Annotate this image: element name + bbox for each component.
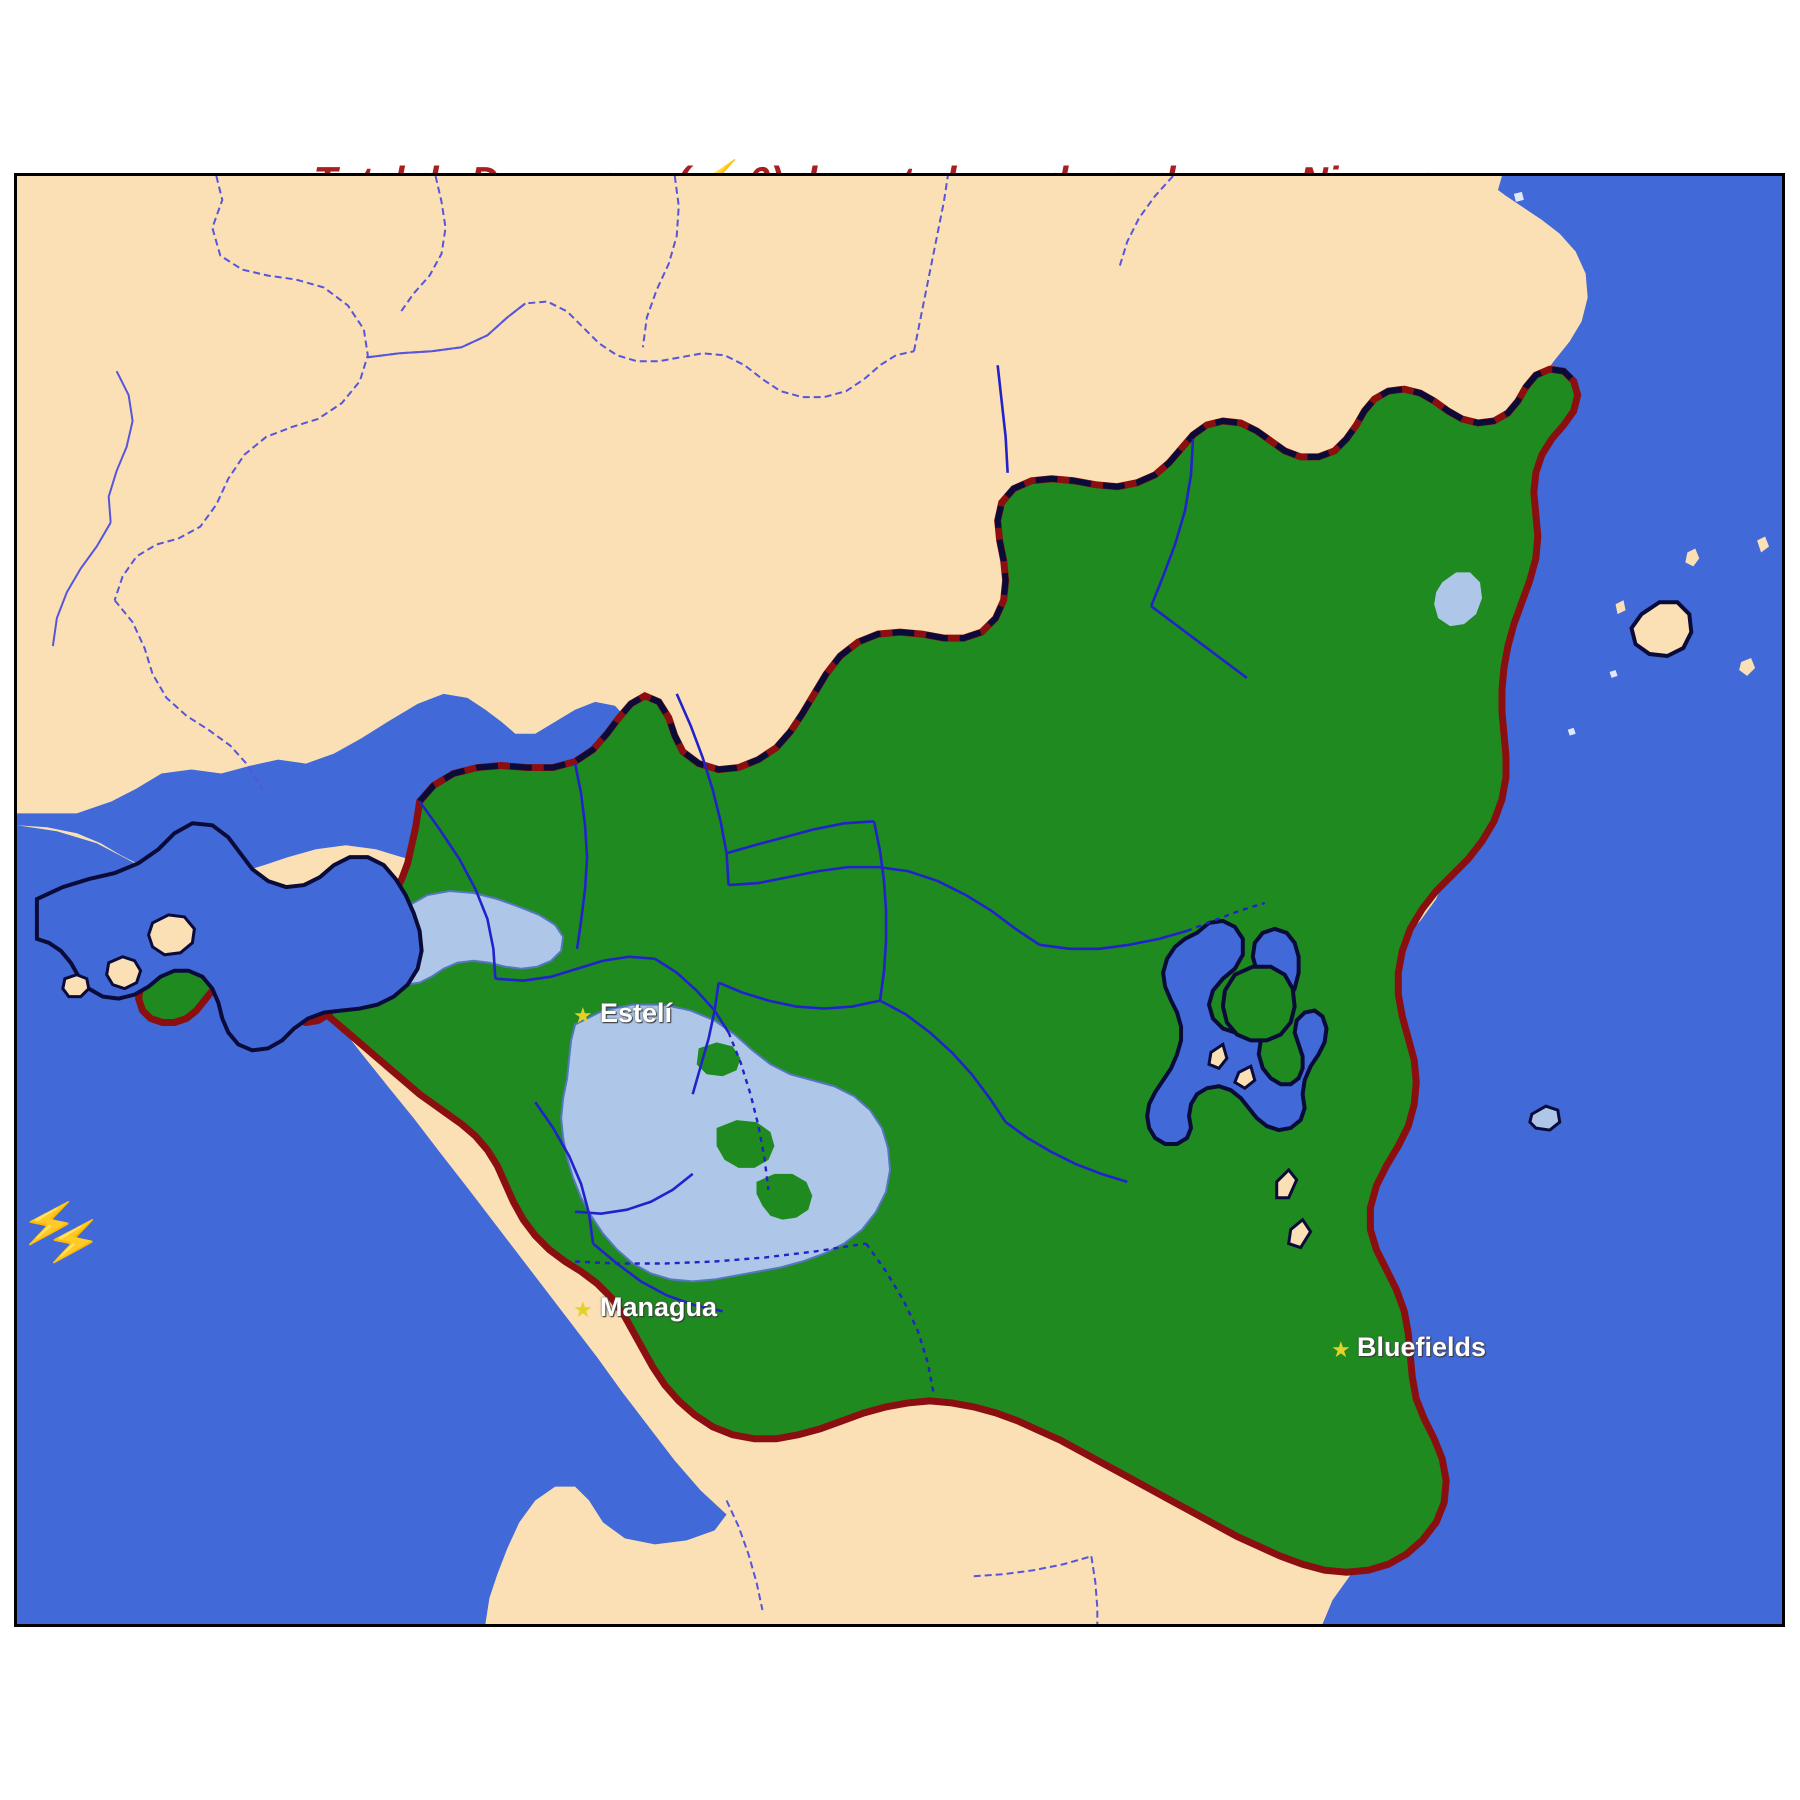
fonseca-island-meanguera <box>105 955 143 991</box>
cay-east <box>1739 658 1756 676</box>
cay-small-4 <box>1513 191 1524 202</box>
department-boundaries <box>418 365 1248 1313</box>
city-marker-esteli: ★ <box>573 1003 593 1028</box>
dotted-boundaries <box>575 901 1266 1396</box>
ometepe-island <box>756 1173 813 1220</box>
fonseca-water <box>34 821 424 1053</box>
nicaragua-border-dashed <box>417 366 1576 804</box>
map-graphic <box>17 176 1782 1624</box>
cay-north <box>1685 548 1700 567</box>
strike-marker-2: ⚡ <box>40 1209 108 1273</box>
fonseca-island-tigre <box>146 913 196 957</box>
honduras-coast <box>1262 176 1502 228</box>
city-marker-bluefields: ★ <box>1331 1337 1351 1362</box>
caribbean-sea <box>1322 176 1782 1624</box>
cay-far <box>1757 536 1770 553</box>
great-corn-island <box>1629 600 1694 659</box>
fonseca-island-small <box>61 973 91 999</box>
corn-islands <box>1513 191 1770 736</box>
gulf-of-fonseca <box>34 821 424 1053</box>
pearl-cay-island <box>1220 964 1297 1043</box>
foreign-solid-boundaries <box>51 302 526 647</box>
coastal-spits <box>1207 1042 1313 1250</box>
cay-small-2 <box>1567 727 1576 736</box>
pearl-lagoon-area <box>1145 918 1329 1146</box>
map-canvas[interactable]: ★ Estelí ★ Managua ★ Bluefields ⚡ ⚡ <box>14 173 1785 1627</box>
lake-managua-small-island <box>696 1042 741 1077</box>
cay-small-1 <box>1615 600 1626 615</box>
caribbean-small-island <box>1528 1104 1562 1132</box>
cay-small-3 <box>1609 669 1618 678</box>
city-marker-managua: ★ <box>573 1297 593 1322</box>
pacific-ocean-main <box>17 825 727 1624</box>
northeast-lagoon <box>1434 572 1483 627</box>
